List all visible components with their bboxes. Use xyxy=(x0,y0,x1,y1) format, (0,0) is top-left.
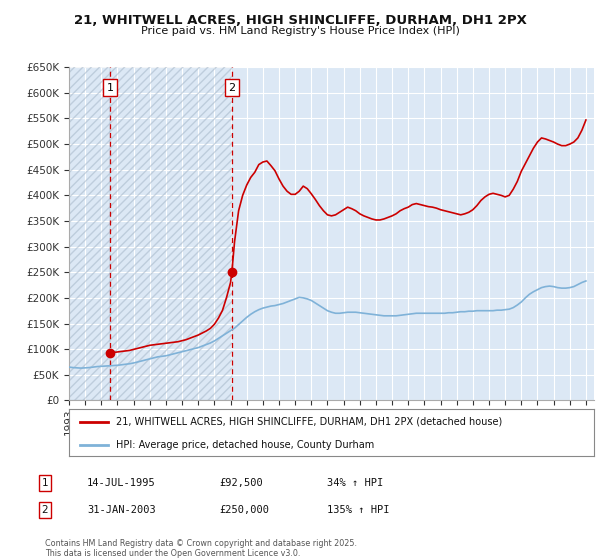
Text: Contains HM Land Registry data © Crown copyright and database right 2025.
This d: Contains HM Land Registry data © Crown c… xyxy=(45,539,357,558)
Text: 1: 1 xyxy=(41,478,49,488)
Bar xyxy=(110,67,232,400)
Text: 2: 2 xyxy=(228,83,235,93)
Text: 34% ↑ HPI: 34% ↑ HPI xyxy=(327,478,383,488)
Text: 21, WHITWELL ACRES, HIGH SHINCLIFFE, DURHAM, DH1 2PX (detached house): 21, WHITWELL ACRES, HIGH SHINCLIFFE, DUR… xyxy=(116,417,503,427)
Text: Price paid vs. HM Land Registry's House Price Index (HPI): Price paid vs. HM Land Registry's House … xyxy=(140,26,460,36)
Text: HPI: Average price, detached house, County Durham: HPI: Average price, detached house, Coun… xyxy=(116,440,374,450)
Text: £250,000: £250,000 xyxy=(219,505,269,515)
Text: £92,500: £92,500 xyxy=(219,478,263,488)
Text: 2: 2 xyxy=(41,505,49,515)
Text: 135% ↑ HPI: 135% ↑ HPI xyxy=(327,505,389,515)
Text: 14-JUL-1995: 14-JUL-1995 xyxy=(87,478,156,488)
Bar xyxy=(69,67,110,400)
Text: 21, WHITWELL ACRES, HIGH SHINCLIFFE, DURHAM, DH1 2PX: 21, WHITWELL ACRES, HIGH SHINCLIFFE, DUR… xyxy=(74,14,526,27)
Text: 1: 1 xyxy=(107,83,113,93)
Text: 31-JAN-2003: 31-JAN-2003 xyxy=(87,505,156,515)
